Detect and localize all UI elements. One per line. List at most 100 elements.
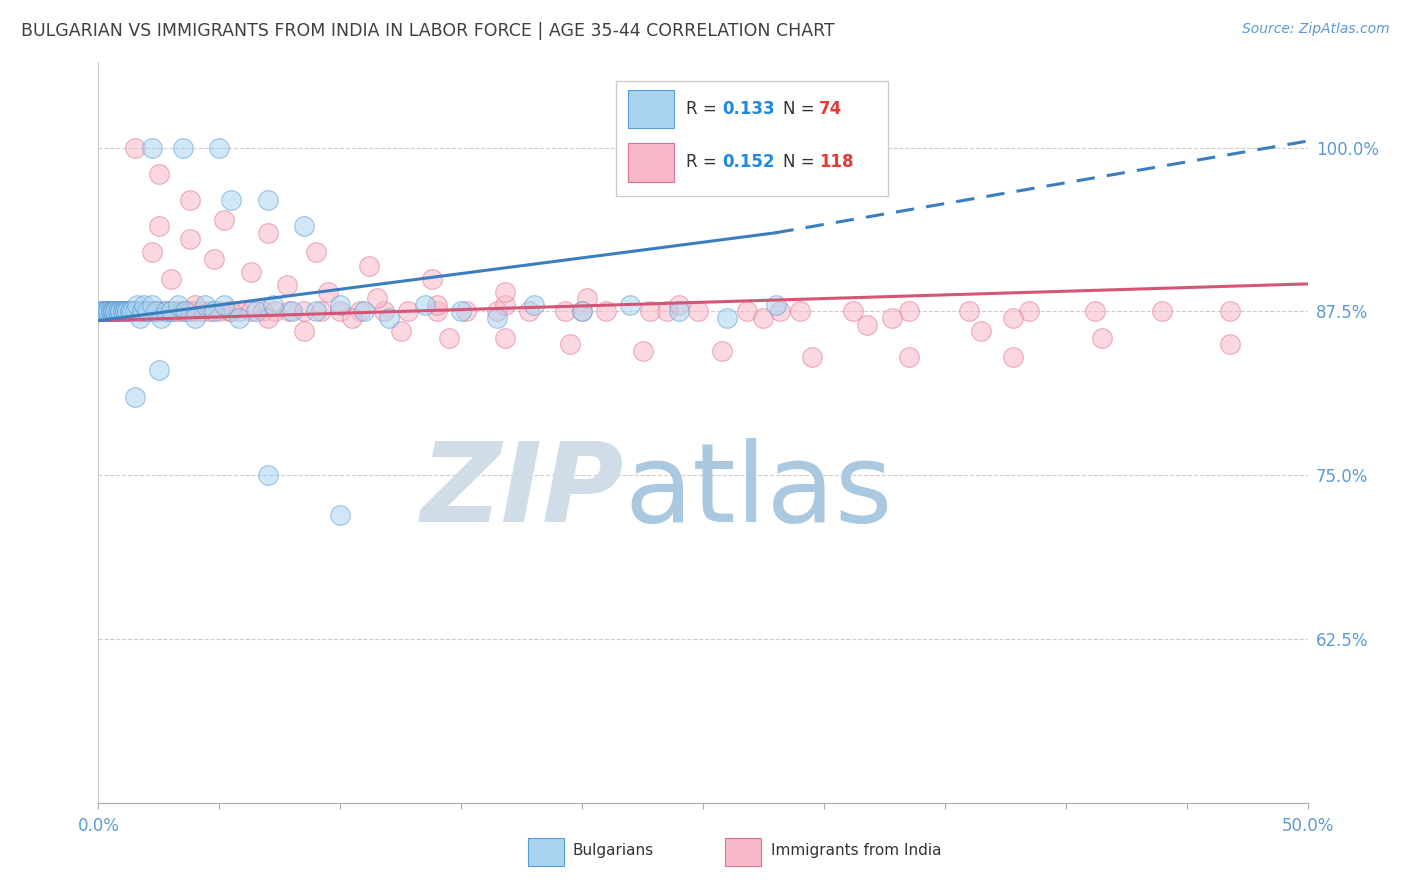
Point — [107, 304, 129, 318]
Point — [1152, 304, 1174, 318]
Point — [101, 304, 124, 318]
Point — [316, 285, 339, 299]
Point — [108, 304, 131, 318]
Point — [426, 304, 449, 318]
Point — [145, 304, 167, 318]
Point — [631, 343, 654, 358]
Text: N =: N = — [783, 100, 820, 118]
Point — [134, 304, 156, 318]
Point — [970, 324, 993, 338]
Point — [638, 304, 661, 318]
Point — [100, 304, 122, 318]
Point — [97, 304, 120, 318]
Point — [716, 310, 738, 325]
Point — [141, 304, 163, 318]
Point — [160, 271, 183, 285]
Point — [121, 304, 143, 318]
Point — [117, 304, 139, 318]
Point — [118, 304, 141, 318]
Point — [957, 304, 980, 318]
Point — [212, 298, 235, 312]
Point — [179, 304, 201, 318]
Point — [138, 304, 160, 318]
Point — [101, 304, 124, 318]
Point — [396, 304, 419, 318]
FancyBboxPatch shape — [724, 838, 761, 866]
Text: 118: 118 — [820, 153, 853, 171]
Point — [1219, 304, 1241, 318]
Point — [800, 351, 823, 365]
Point — [752, 310, 775, 325]
Point — [107, 304, 129, 318]
Text: Source: ZipAtlas.com: Source: ZipAtlas.com — [1241, 22, 1389, 37]
Point — [108, 304, 131, 318]
Point — [575, 291, 598, 305]
Point — [450, 304, 472, 318]
Point — [135, 304, 157, 318]
Point — [100, 304, 122, 318]
Point — [688, 304, 710, 318]
Point — [165, 304, 187, 318]
Point — [595, 304, 617, 318]
Point — [486, 310, 509, 325]
Point — [118, 304, 141, 318]
Text: R =: R = — [686, 100, 723, 118]
Point — [150, 304, 173, 318]
Point — [184, 310, 207, 325]
Point — [114, 304, 136, 318]
Point — [329, 304, 352, 318]
Point — [486, 304, 509, 318]
Point — [281, 304, 304, 318]
Point — [141, 245, 163, 260]
Point — [366, 291, 388, 305]
Point — [278, 304, 301, 318]
Point — [107, 304, 129, 318]
Point — [517, 304, 540, 318]
Point — [1219, 337, 1241, 351]
Point — [97, 304, 120, 318]
Point — [228, 310, 250, 325]
Point — [155, 304, 177, 318]
Point — [292, 324, 315, 338]
Point — [359, 259, 381, 273]
Point — [111, 304, 134, 318]
Point — [198, 304, 221, 318]
Point — [212, 212, 235, 227]
Point — [100, 304, 122, 318]
Point — [262, 298, 284, 312]
Text: R =: R = — [686, 153, 723, 171]
Point — [668, 304, 690, 318]
Text: N =: N = — [783, 153, 820, 171]
Point — [789, 304, 811, 318]
Point — [101, 304, 124, 318]
Point — [104, 304, 127, 318]
Point — [239, 304, 262, 318]
Point — [97, 304, 120, 318]
FancyBboxPatch shape — [616, 81, 889, 195]
Point — [413, 298, 436, 312]
Point — [114, 304, 136, 318]
Point — [1084, 304, 1107, 318]
Point — [150, 310, 173, 325]
Point — [184, 304, 207, 318]
Point — [108, 304, 131, 318]
Point — [148, 363, 170, 377]
Point — [107, 304, 129, 318]
Point — [735, 304, 758, 318]
Point — [124, 140, 146, 154]
Point — [169, 304, 191, 318]
Point — [276, 278, 298, 293]
Point — [619, 298, 641, 312]
Point — [571, 304, 593, 318]
Point — [94, 304, 117, 318]
Point — [765, 298, 787, 312]
Point — [124, 390, 146, 404]
Point — [221, 304, 243, 318]
Point — [100, 304, 122, 318]
Point — [1091, 330, 1114, 344]
Point — [118, 304, 141, 318]
Point — [880, 310, 903, 325]
Point — [264, 304, 287, 318]
Point — [842, 304, 865, 318]
Point — [256, 226, 278, 240]
